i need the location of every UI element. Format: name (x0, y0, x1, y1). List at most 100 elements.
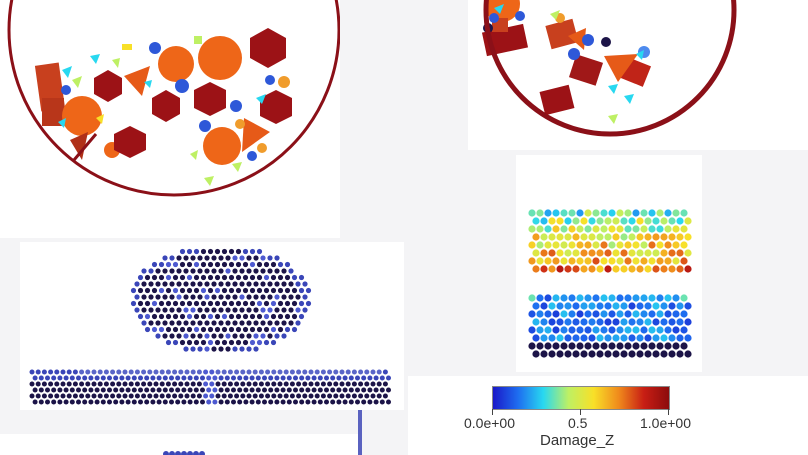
particle (668, 217, 676, 225)
particle (158, 326, 165, 333)
drum-panel-left (0, 0, 340, 238)
particle (656, 225, 664, 233)
particle (169, 375, 174, 381)
particle (150, 399, 156, 405)
particle (616, 294, 624, 302)
particle (283, 369, 289, 375)
particle (235, 300, 242, 307)
particle (544, 241, 552, 249)
particle (162, 320, 168, 326)
particle (616, 310, 624, 318)
particle (620, 302, 628, 310)
particle (672, 225, 680, 233)
particle (165, 261, 172, 268)
particle (204, 294, 210, 300)
particle (69, 375, 75, 381)
particle (302, 381, 308, 387)
particle (256, 287, 263, 294)
particle (536, 310, 544, 318)
particle (320, 369, 326, 375)
drum-simulation-left (7, 0, 340, 197)
particle (373, 387, 379, 393)
particle (684, 334, 692, 342)
particle (592, 257, 600, 265)
particle (200, 313, 207, 320)
particle (190, 333, 196, 339)
particle (165, 313, 172, 320)
particle (253, 294, 259, 300)
particle (612, 265, 620, 273)
particle (632, 310, 640, 318)
particle (267, 255, 273, 261)
particle (252, 369, 258, 375)
particle (568, 310, 576, 318)
particle (291, 326, 298, 333)
particle (596, 350, 604, 358)
particle (207, 248, 214, 255)
particle (317, 375, 323, 381)
particle (178, 381, 184, 387)
particle (576, 209, 584, 217)
particle (270, 300, 277, 307)
particle (636, 350, 644, 358)
colorbar-panel: 0.0e+00 0.5 1.0e+00 Damage_Z (408, 376, 808, 455)
particle (169, 387, 174, 393)
particle (672, 257, 680, 265)
particle (242, 261, 249, 268)
particle (568, 326, 576, 334)
lower-damage-block (528, 294, 692, 358)
particle (159, 393, 165, 399)
particle (181, 387, 187, 393)
particle (130, 300, 137, 307)
particle (564, 265, 572, 273)
particle (616, 326, 624, 334)
particle (41, 369, 47, 375)
particle (320, 381, 326, 387)
particle (179, 274, 186, 281)
particle (63, 387, 69, 393)
particle (274, 307, 280, 313)
particle (358, 381, 364, 387)
particle (255, 375, 261, 381)
particle (336, 399, 342, 405)
particle (214, 313, 221, 320)
particle (253, 333, 259, 339)
particle (668, 249, 676, 257)
particle (209, 393, 215, 399)
particle (311, 387, 317, 393)
particle (141, 381, 147, 387)
particle (556, 217, 564, 225)
particle (235, 261, 242, 268)
particle (231, 375, 236, 381)
particle (38, 387, 44, 393)
particle (284, 261, 291, 268)
particle (249, 300, 256, 307)
particle (172, 274, 179, 281)
particle (317, 399, 323, 405)
particle (211, 346, 217, 352)
particle (116, 393, 122, 399)
particle (305, 375, 311, 381)
particle (370, 369, 376, 375)
particle (265, 393, 271, 399)
particle (556, 350, 564, 358)
particle (169, 320, 175, 326)
particle (256, 339, 263, 346)
particle (169, 399, 174, 405)
particle (79, 381, 85, 387)
particle (155, 268, 161, 274)
particle (239, 346, 245, 352)
particle (648, 257, 656, 265)
particle (186, 313, 193, 320)
particle (66, 393, 72, 399)
particle (45, 375, 50, 381)
particle (270, 313, 277, 320)
particle (592, 209, 600, 217)
particle (162, 375, 168, 381)
particle (636, 334, 644, 342)
particle (181, 375, 187, 381)
particle (548, 249, 556, 257)
particle (608, 342, 616, 350)
particle (242, 287, 249, 294)
particle (45, 399, 50, 405)
